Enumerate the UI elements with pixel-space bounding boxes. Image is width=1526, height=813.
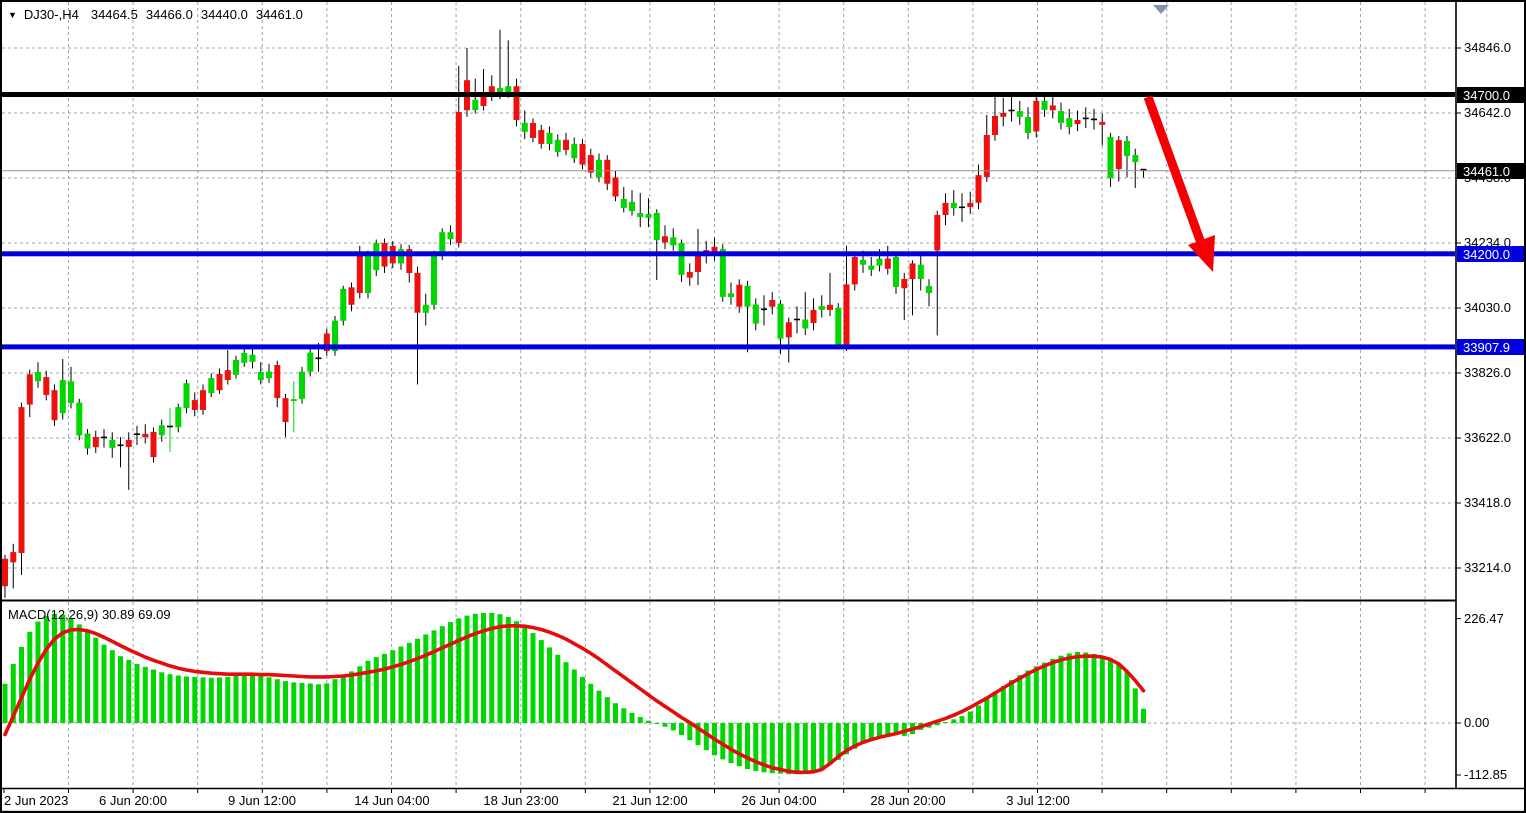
macd-histogram-series <box>2 612 1146 775</box>
chart-shift-marker-icon[interactable] <box>1153 5 1169 14</box>
axis-tick-marks <box>3 47 1461 793</box>
price-tick-label: 34846.0 <box>1464 40 1511 55</box>
pane-borders <box>2 2 1524 790</box>
price-tick-label: 33826.0 <box>1464 365 1511 380</box>
quote-low: 34440.0 <box>200 7 248 22</box>
macd-tick-label: 226.47 <box>1464 611 1504 626</box>
time-axis[interactable]: 2 Jun 2023 6 Jun 20:00 9 Jun 12:00 14 Jun 0… <box>0 790 1456 811</box>
macd-tick-label: -112.85 <box>1464 767 1508 782</box>
price-tick-label: 33214.0 <box>1464 560 1511 575</box>
symbol-title: ▼ DJ30-,H4 34464.5 34466.0 34440.0 34461… <box>8 7 303 22</box>
time-tick-label: 21 Jun 12:00 <box>612 793 688 808</box>
time-tick-label: 28 Jun 20:00 <box>870 793 946 808</box>
price-tick-label: 34642.0 <box>1464 105 1511 120</box>
price-badge-34461.0: 34461.0 <box>1457 163 1524 179</box>
resistance-line-34700 <box>2 92 1455 97</box>
price-badge-34200.0: 34200.0 <box>1457 246 1524 262</box>
red-arrow-annotation[interactable] <box>1143 95 1215 272</box>
time-tick-label: 14 Jun 04:00 <box>354 793 430 808</box>
indicator-main-value: 30.89 <box>101 607 135 622</box>
price-tick-label: 33418.0 <box>1464 495 1511 510</box>
time-tick-label: 26 Jun 04:00 <box>741 793 817 808</box>
time-tick-label: 9 Jun 12:00 <box>228 793 296 808</box>
time-tick-label: 6 Jun 20:00 <box>99 793 167 808</box>
quote-high: 34466.0 <box>145 7 193 22</box>
symbol-dropdown-triangle-icon[interactable]: ▼ <box>8 10 17 20</box>
grid-layer <box>2 2 1455 787</box>
indicator-signal-value: 69.09 <box>138 607 171 622</box>
quote-close: 34461.0 <box>255 7 303 22</box>
time-tick-label: 2 Jun 2023 <box>4 793 69 808</box>
quote-open: 34464.5 <box>90 7 138 22</box>
support-line-33907.9 <box>2 344 1455 350</box>
price-tick-label: 33622.0 <box>1464 430 1511 445</box>
support-line-34200 <box>2 251 1455 257</box>
price-badge-34700.0: 34700.0 <box>1457 87 1524 103</box>
price-badge-33907.9: 33907.9 <box>1457 339 1524 355</box>
price-axis[interactable]: 34846.034642.034438.034234.034030.033826… <box>1457 0 1526 788</box>
time-tick-label: 3 Jul 12:00 <box>1006 793 1070 808</box>
indicator-name: MACD(12,26,9) <box>8 607 99 622</box>
candlestick-series <box>2 29 1147 598</box>
price-tick-label: 34030.0 <box>1464 300 1511 315</box>
indicator-label: MACD(12,26,9) 30.89 69.09 <box>8 607 171 622</box>
time-tick-label: 18 Jun 23:00 <box>483 793 559 808</box>
horizontal-level-lines[interactable] <box>2 92 1455 350</box>
macd-tick-label: 0.00 <box>1464 715 1490 730</box>
macd-signal-line <box>3 623 1146 775</box>
symbol-period-label: DJ30-,H4 <box>23 7 79 22</box>
